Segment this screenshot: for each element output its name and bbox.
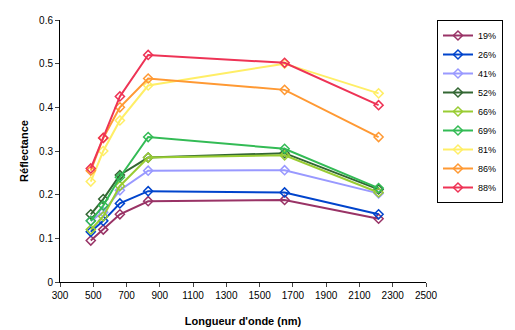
svg-text:0: 0 (47, 277, 53, 288)
svg-text:0.2: 0.2 (39, 189, 53, 200)
svg-text:700: 700 (118, 290, 135, 301)
svg-text:1500: 1500 (249, 290, 272, 301)
svg-text:66%: 66% (478, 107, 496, 117)
svg-text:52%: 52% (478, 88, 496, 98)
svg-text:69%: 69% (478, 126, 496, 136)
svg-text:0.6: 0.6 (39, 15, 53, 26)
svg-text:2500: 2500 (415, 290, 438, 301)
svg-text:88%: 88% (478, 183, 496, 193)
svg-text:900: 900 (151, 290, 168, 301)
svg-text:0.3: 0.3 (39, 146, 53, 157)
svg-text:0.4: 0.4 (39, 102, 53, 113)
svg-text:41%: 41% (478, 69, 496, 79)
svg-text:Réflectance: Réflectance (18, 120, 30, 182)
svg-text:0.1: 0.1 (39, 233, 53, 244)
svg-text:81%: 81% (478, 145, 496, 155)
svg-text:1700: 1700 (282, 290, 305, 301)
svg-text:2100: 2100 (348, 290, 371, 301)
svg-text:26%: 26% (478, 50, 496, 60)
svg-text:19%: 19% (478, 31, 496, 41)
svg-text:1100: 1100 (182, 290, 204, 301)
svg-text:0.5: 0.5 (39, 58, 53, 69)
svg-text:2300: 2300 (382, 290, 405, 301)
svg-text:Longueur d'onde (nm): Longueur d'onde (nm) (185, 315, 302, 327)
svg-text:500: 500 (85, 290, 102, 301)
svg-text:1300: 1300 (215, 290, 238, 301)
svg-text:300: 300 (52, 290, 69, 301)
svg-text:1900: 1900 (315, 290, 338, 301)
svg-text:86%: 86% (478, 164, 496, 174)
